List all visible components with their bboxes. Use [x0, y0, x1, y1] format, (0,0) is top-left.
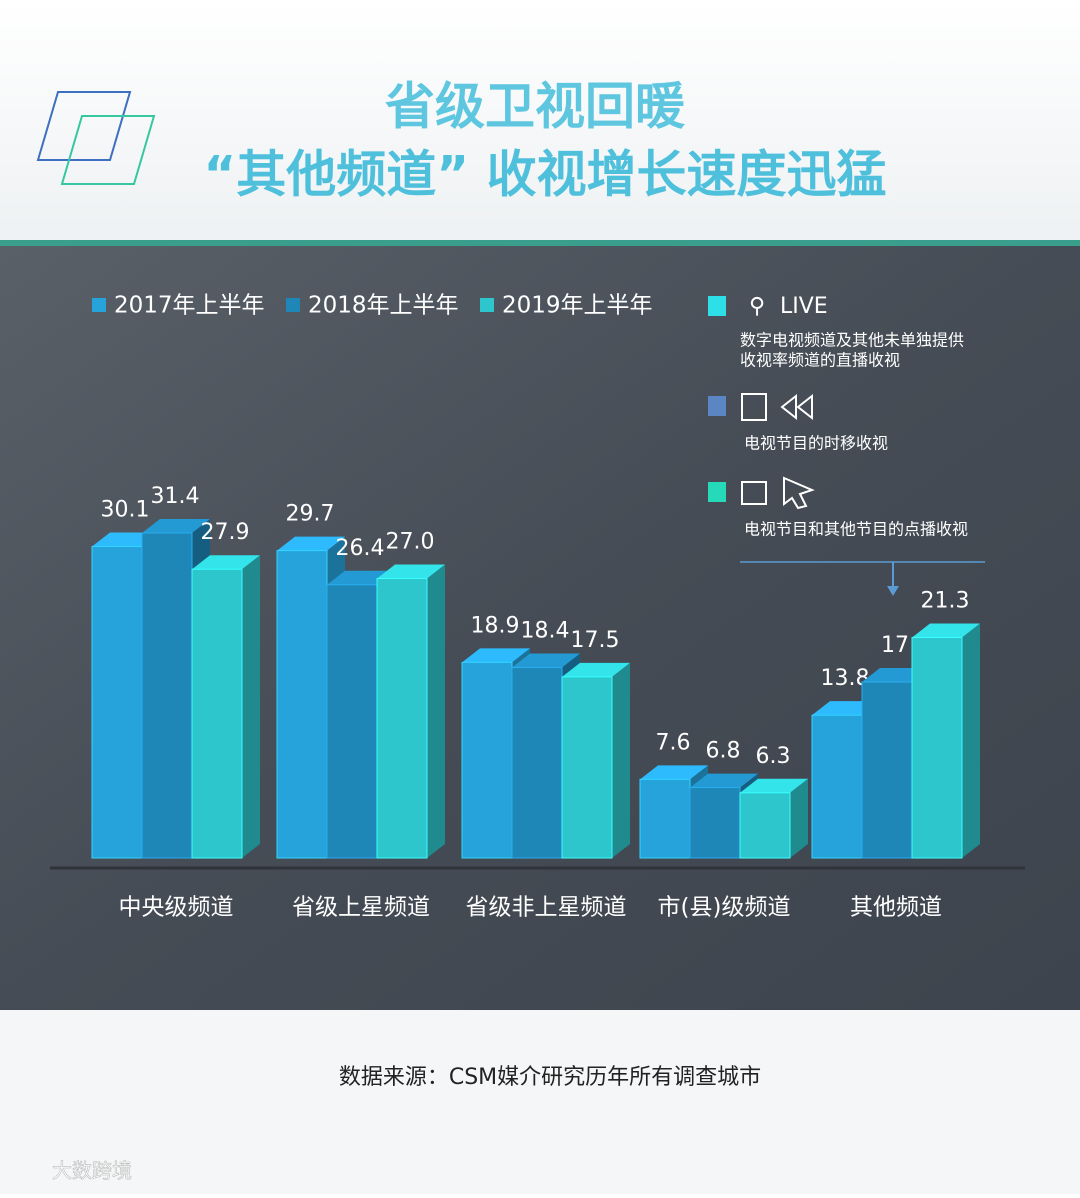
bar-top	[192, 555, 260, 570]
note-text: 电视节目和其他节目的点播收视	[744, 520, 968, 539]
value-label: 30.1	[101, 497, 150, 522]
header-rule	[0, 240, 1080, 246]
bar	[376, 578, 428, 859]
value-label: 27.0	[386, 530, 435, 555]
icon: ⚲	[749, 294, 765, 319]
title-line: “其他频道” 收视增长速度迅猛	[203, 146, 886, 204]
icon	[796, 393, 813, 421]
value-label: 21.3	[921, 589, 970, 614]
value-label: 13.8	[821, 666, 870, 691]
source: 数据来源：CSM媒介研究历年所有调查城市	[339, 1065, 761, 1090]
bar-side	[242, 555, 260, 858]
value-label: 18.9	[471, 613, 520, 638]
x-tick-label: 其他频道	[850, 895, 942, 921]
bar	[639, 778, 691, 859]
bar-top	[640, 765, 708, 780]
bar-top	[690, 773, 758, 788]
icon	[783, 476, 815, 510]
value-label: 6.3	[756, 744, 791, 769]
arrow	[887, 586, 899, 596]
value-label: 26.4	[336, 536, 385, 561]
value-label: 29.7	[286, 502, 335, 527]
icon	[741, 481, 767, 505]
bar	[461, 661, 513, 859]
bar	[689, 787, 741, 859]
bar-top	[277, 536, 345, 551]
logo-shape	[60, 115, 156, 185]
note-swatch	[708, 396, 726, 416]
bar-top	[740, 778, 808, 793]
bar-top	[512, 653, 580, 668]
bar-side	[427, 564, 445, 858]
bar	[326, 584, 378, 859]
note-label: LIVE	[780, 294, 828, 319]
note-text: 收视率频道的直播收视	[740, 351, 900, 370]
x-tick-label: 省级非上星频道	[466, 895, 627, 921]
bar	[811, 714, 863, 859]
logo-shape	[36, 91, 132, 161]
bar-top	[462, 648, 530, 663]
bar	[141, 532, 193, 859]
watermark: 大数跨境	[52, 1159, 132, 1183]
value-label: 6.8	[706, 739, 741, 764]
bar	[861, 681, 913, 859]
value-label: 31.4	[151, 484, 200, 509]
legend-label: 2018年上半年	[308, 293, 459, 319]
legend-label: 2019年上半年	[502, 293, 653, 319]
bar-side	[790, 778, 808, 858]
bar	[911, 637, 963, 859]
x-tick-label: 市(县)级频道	[658, 895, 791, 921]
bar-top	[377, 564, 445, 579]
bar-side	[612, 662, 630, 858]
value-label: 18.4	[521, 619, 570, 644]
x-tick-label: 省级上星频道	[292, 895, 430, 921]
bar-top	[912, 623, 980, 638]
note-swatch	[708, 482, 726, 502]
bar	[739, 792, 791, 859]
note-swatch	[708, 296, 726, 316]
bar	[91, 545, 143, 859]
legend-label: 2017年上半年	[114, 293, 265, 319]
value-label: 27.9	[201, 520, 250, 545]
value-label: 7.6	[656, 730, 691, 755]
note-text: 数字电视频道及其他未单独提供	[740, 331, 964, 350]
legend-swatch	[92, 298, 106, 312]
note-text: 电视节目的时移收视	[744, 434, 888, 453]
legend-swatch	[286, 298, 300, 312]
icon	[741, 393, 767, 421]
bar	[276, 550, 328, 859]
bar	[511, 667, 563, 859]
value-label: 17	[881, 633, 909, 658]
bar	[191, 568, 243, 859]
header-bg	[0, 0, 1080, 240]
title-line: 省级卫视回暖	[385, 78, 686, 136]
bar-top	[562, 662, 630, 677]
footer-bg	[0, 1010, 1080, 1194]
bar	[561, 676, 613, 859]
x-tick-label: 中央级频道	[119, 895, 234, 921]
icon	[780, 393, 797, 421]
value-label: 17.5	[571, 628, 620, 653]
bar-side	[962, 623, 980, 858]
legend-swatch	[480, 298, 494, 312]
bar-top	[142, 519, 210, 534]
